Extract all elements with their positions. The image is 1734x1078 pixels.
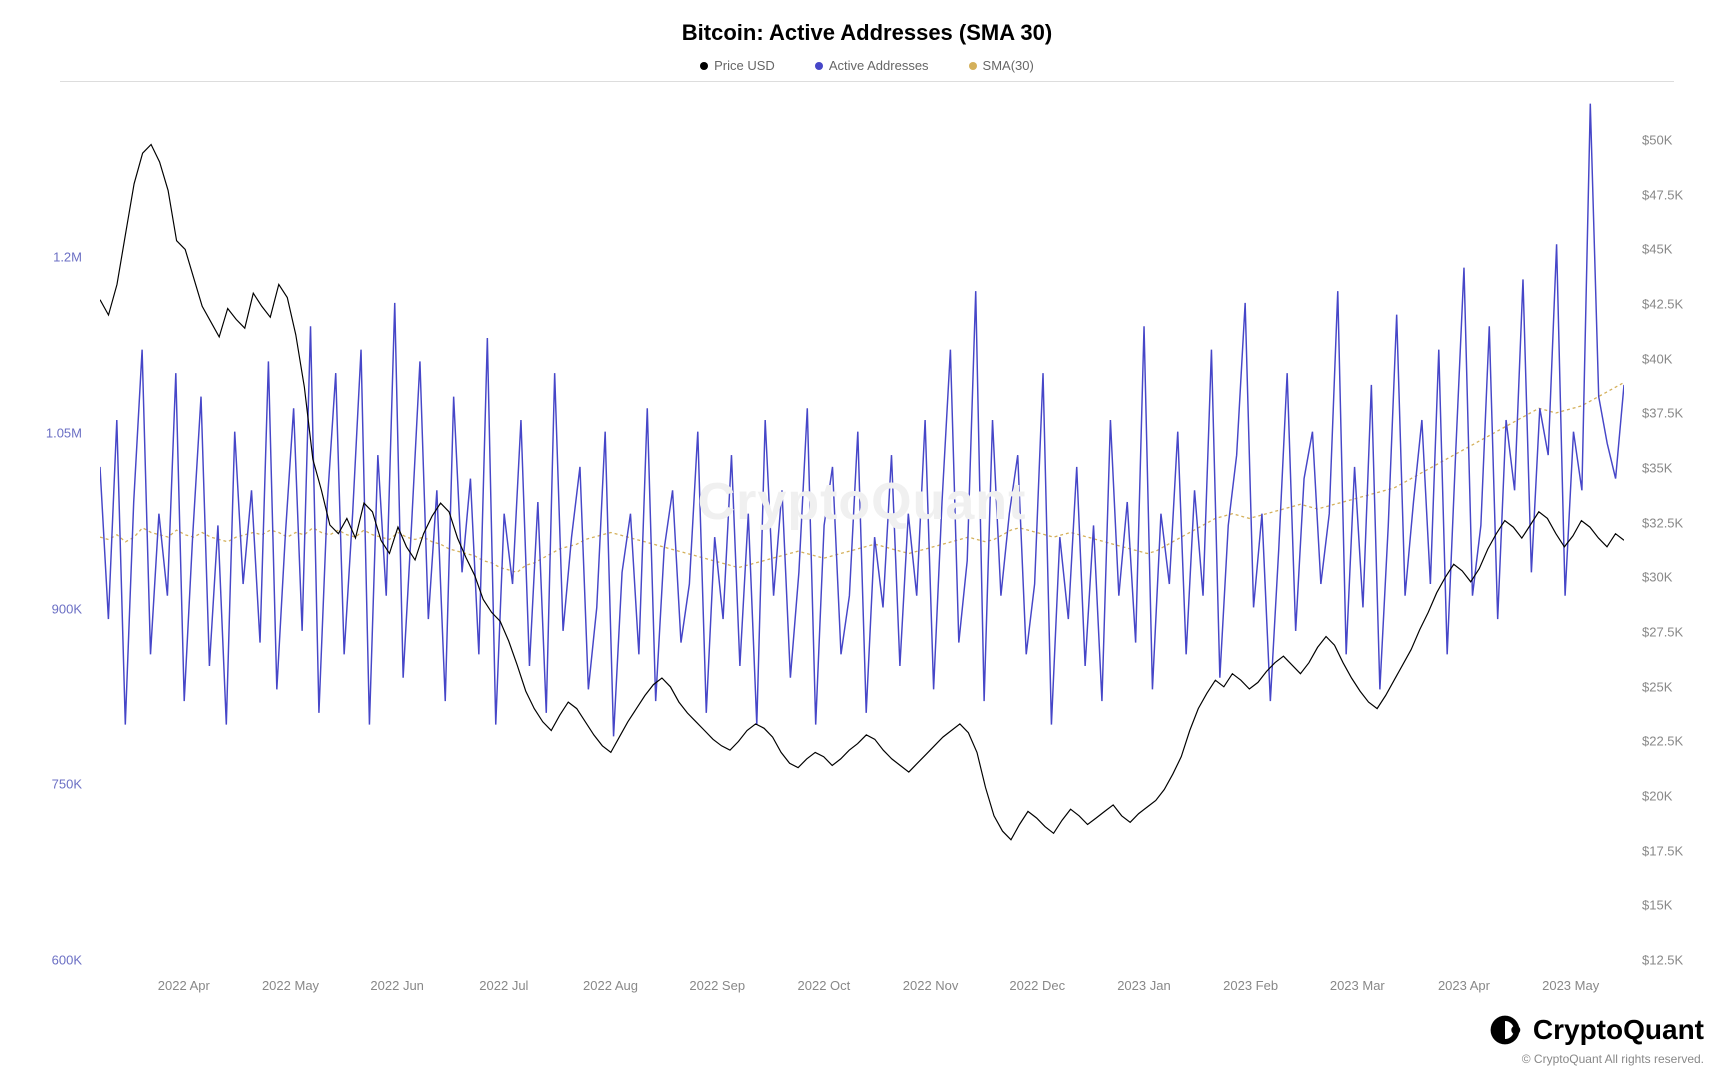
legend-marker xyxy=(700,62,708,70)
legend-item-sma: SMA(30) xyxy=(969,58,1034,73)
chart-title: Bitcoin: Active Addresses (SMA 30) xyxy=(20,20,1714,46)
legend-label: Price USD xyxy=(714,58,775,73)
y-tick-right: $15K xyxy=(1642,898,1672,913)
footer: CryptoQuant © CryptoQuant All rights res… xyxy=(1487,1012,1704,1066)
legend-marker xyxy=(969,62,977,70)
y-tick-right: $12.5K xyxy=(1642,953,1683,968)
y-tick-right: $40K xyxy=(1642,351,1672,366)
series-line xyxy=(100,104,1624,737)
copyright: © CryptoQuant All rights reserved. xyxy=(1522,1052,1704,1066)
x-tick: 2022 Aug xyxy=(583,978,638,993)
legend: Price USD Active Addresses SMA(30) xyxy=(20,58,1714,73)
chart-container: Bitcoin: Active Addresses (SMA 30) Price… xyxy=(20,20,1714,1058)
x-tick: 2023 May xyxy=(1542,978,1599,993)
y-axis-left: 600K750K900K1.05M1.2M xyxy=(20,140,90,960)
y-tick-right: $32.5K xyxy=(1642,515,1683,530)
legend-label: SMA(30) xyxy=(983,58,1034,73)
brand-label: CryptoQuant xyxy=(1533,1014,1704,1046)
x-tick: 2022 Nov xyxy=(903,978,959,993)
brand: CryptoQuant xyxy=(1487,1012,1704,1048)
legend-item-price: Price USD xyxy=(700,58,775,73)
x-tick: 2023 Apr xyxy=(1438,978,1490,993)
x-tick: 2022 Dec xyxy=(1009,978,1065,993)
legend-marker xyxy=(815,62,823,70)
legend-item-addresses: Active Addresses xyxy=(815,58,929,73)
y-tick-right: $30K xyxy=(1642,570,1672,585)
x-tick: 2023 Mar xyxy=(1330,978,1385,993)
y-tick-right: $22.5K xyxy=(1642,734,1683,749)
y-tick-right: $47.5K xyxy=(1642,187,1683,202)
chart-svg xyxy=(100,92,1624,912)
plot-area: CryptoQuant xyxy=(100,92,1624,912)
divider xyxy=(60,81,1674,82)
y-tick-left: 900K xyxy=(52,601,82,616)
y-tick-left: 1.05M xyxy=(46,425,82,440)
y-tick-right: $20K xyxy=(1642,789,1672,804)
x-tick: 2022 Jul xyxy=(479,978,528,993)
y-tick-left: 750K xyxy=(52,777,82,792)
x-tick: 2023 Feb xyxy=(1223,978,1278,993)
x-axis: 2022 Apr 2022 May 2022 Jun 2022 Jul 2022 Aug… xyxy=(100,978,1624,998)
legend-label: Active Addresses xyxy=(829,58,929,73)
y-axis-right: $12.5K$15K$17.5K$20K$22.5K$25K$27.5K$30K… xyxy=(1634,140,1714,960)
y-tick-right: $42.5K xyxy=(1642,297,1683,312)
y-tick-left: 600K xyxy=(52,953,82,968)
x-tick: 2022 Jun xyxy=(370,978,424,993)
y-tick-left: 1.2M xyxy=(53,250,82,265)
y-tick-right: $35K xyxy=(1642,461,1672,476)
y-tick-right: $27.5K xyxy=(1642,625,1683,640)
x-tick: 2023 Jan xyxy=(1117,978,1171,993)
x-tick: 2022 Apr xyxy=(158,978,210,993)
y-tick-right: $37.5K xyxy=(1642,406,1683,421)
y-tick-right: $17.5K xyxy=(1642,843,1683,858)
x-tick: 2022 Oct xyxy=(798,978,851,993)
y-tick-right: $45K xyxy=(1642,242,1672,257)
y-tick-right: $50K xyxy=(1642,133,1672,148)
y-tick-right: $25K xyxy=(1642,679,1672,694)
x-tick: 2022 Sep xyxy=(689,978,745,993)
brand-icon xyxy=(1487,1012,1523,1048)
x-tick: 2022 May xyxy=(262,978,319,993)
